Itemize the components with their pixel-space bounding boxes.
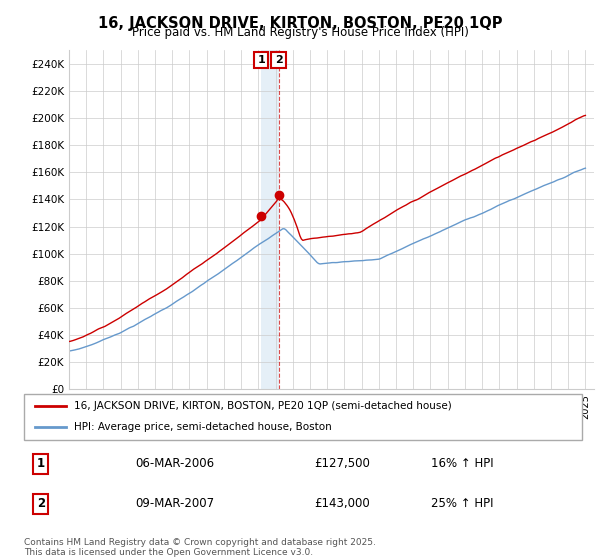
- Text: £127,500: £127,500: [314, 457, 370, 470]
- Text: Price paid vs. HM Land Registry's House Price Index (HPI): Price paid vs. HM Land Registry's House …: [131, 26, 469, 39]
- Text: HPI: Average price, semi-detached house, Boston: HPI: Average price, semi-detached house,…: [74, 422, 332, 432]
- Text: 2: 2: [37, 497, 45, 510]
- Text: 09-MAR-2007: 09-MAR-2007: [136, 497, 215, 510]
- Text: 2: 2: [275, 55, 283, 65]
- Bar: [261, 50, 278, 389]
- Text: 1: 1: [37, 457, 45, 470]
- Text: 16% ↑ HPI: 16% ↑ HPI: [431, 457, 494, 470]
- Text: 25% ↑ HPI: 25% ↑ HPI: [431, 497, 494, 510]
- Text: Contains HM Land Registry data © Crown copyright and database right 2025.
This d: Contains HM Land Registry data © Crown c…: [24, 538, 376, 557]
- Text: 06-MAR-2006: 06-MAR-2006: [136, 457, 215, 470]
- Text: 1: 1: [257, 55, 265, 65]
- Text: £143,000: £143,000: [314, 497, 370, 510]
- Text: 16, JACKSON DRIVE, KIRTON, BOSTON, PE20 1QP: 16, JACKSON DRIVE, KIRTON, BOSTON, PE20 …: [98, 16, 502, 31]
- Text: 16, JACKSON DRIVE, KIRTON, BOSTON, PE20 1QP (semi-detached house): 16, JACKSON DRIVE, KIRTON, BOSTON, PE20 …: [74, 401, 452, 411]
